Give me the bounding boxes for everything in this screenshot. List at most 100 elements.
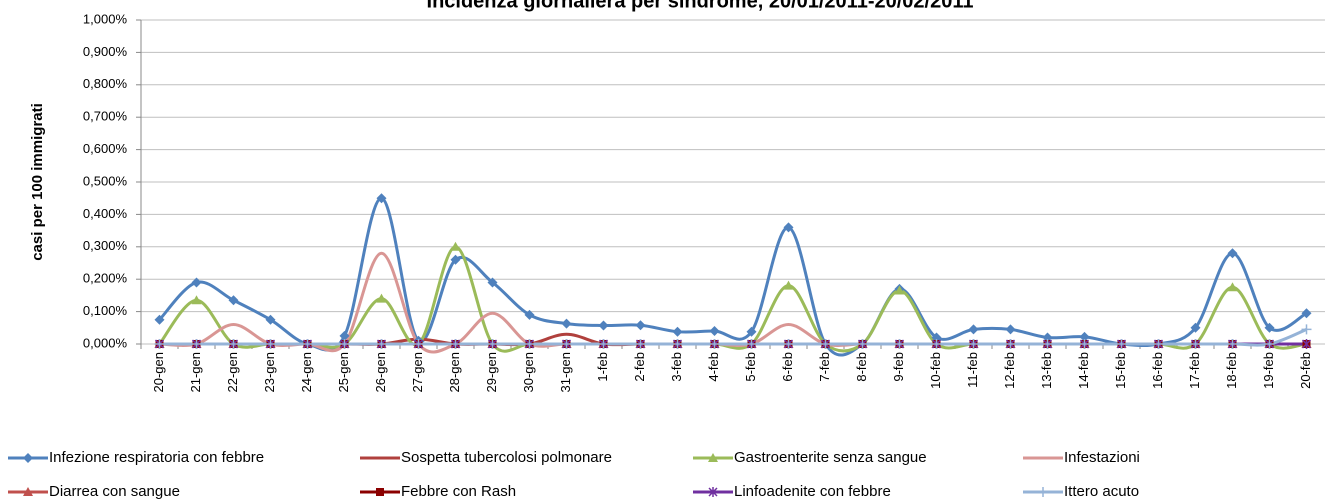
- marker: [450, 241, 461, 251]
- marker: [857, 339, 868, 349]
- legend-label: Febbre con Rash: [401, 483, 516, 500]
- marker: [709, 339, 720, 349]
- x-tick-label: 13-feb: [1039, 352, 1054, 389]
- marker: [154, 314, 165, 325]
- marker: [339, 339, 350, 349]
- marker: [1079, 331, 1090, 342]
- marker: [672, 339, 683, 349]
- x-tick-label: 20-feb: [1298, 352, 1313, 389]
- marker: [1190, 322, 1201, 333]
- marker: [783, 280, 794, 290]
- marker: [820, 339, 831, 349]
- marker: [1190, 339, 1201, 349]
- x-tick-label: 1-feb: [595, 352, 610, 382]
- x-tick-label: 23-gen: [262, 352, 277, 392]
- x-tick-label: 10-feb: [928, 352, 943, 389]
- marker: [191, 339, 202, 349]
- x-tick-label: 25-gen: [336, 352, 351, 392]
- marker: [1038, 487, 1048, 497]
- marker: [265, 314, 276, 325]
- series-line: [158, 245, 1307, 353]
- marker: [302, 339, 313, 349]
- x-tick-label: 26-gen: [373, 352, 388, 392]
- x-tick-label: 6-feb: [780, 352, 795, 382]
- marker: [191, 295, 202, 305]
- y-tick-label: 0,400%: [83, 206, 128, 221]
- marker: [968, 324, 979, 335]
- marker: [1153, 339, 1164, 349]
- marker: [1042, 339, 1053, 349]
- y-tick-label: 0,900%: [83, 44, 128, 59]
- x-tick-label: 29-gen: [484, 352, 499, 392]
- marker: [746, 326, 757, 337]
- legend-label: Diarrea con sangue: [49, 483, 180, 500]
- marker: [228, 295, 239, 306]
- x-tick-label: 4-feb: [706, 352, 721, 382]
- x-tick-label: 27-gen: [410, 352, 425, 392]
- marker: [1227, 282, 1238, 292]
- y-tick-label: 0,500%: [83, 173, 128, 188]
- marker: [635, 320, 646, 331]
- marker: [339, 330, 350, 341]
- y-tick-label: 0,100%: [83, 303, 128, 318]
- marker: [1227, 339, 1238, 349]
- marker: [894, 285, 905, 295]
- marker: [561, 318, 572, 329]
- legend-item: Febbre con Rash: [360, 483, 516, 500]
- marker: [450, 254, 461, 265]
- marker: [968, 339, 979, 349]
- x-tick-label: 15-feb: [1113, 352, 1128, 389]
- legend-label: Gastroenterite senza sangue: [734, 449, 927, 466]
- x-tick-label: 31-gen: [558, 352, 573, 392]
- marker: [561, 339, 572, 349]
- x-tick-label: 30-gen: [521, 352, 536, 392]
- x-tick-label: 3-feb: [669, 352, 684, 382]
- x-tick-label: 12-feb: [1002, 352, 1017, 389]
- marker: [487, 277, 498, 288]
- marker: [154, 339, 165, 349]
- marker: [709, 326, 720, 337]
- x-tick-label: 14-feb: [1076, 352, 1091, 389]
- marker: [598, 339, 609, 349]
- x-tick-label: 20-gen: [151, 352, 166, 392]
- y-tick-label: 0,700%: [83, 109, 128, 124]
- marker: [524, 309, 535, 320]
- marker: [746, 339, 757, 349]
- marker: [376, 339, 387, 349]
- marker: [487, 339, 498, 349]
- legend-label: Infestazioni: [1064, 449, 1140, 466]
- x-tick-label: 24-gen: [299, 352, 314, 392]
- x-tick-label: 8-feb: [854, 352, 869, 382]
- legend-item: Gastroenterite senza sangue: [693, 449, 927, 466]
- x-tick-label: 11-feb: [965, 352, 980, 388]
- y-tick-label: 0,000%: [83, 335, 128, 350]
- marker: [23, 453, 33, 463]
- legend-item: Linfoadenite con febbre: [693, 483, 891, 500]
- marker: [413, 339, 424, 349]
- marker: [1079, 339, 1090, 349]
- marker: [1005, 339, 1016, 349]
- marker: [931, 339, 942, 349]
- x-tick-label: 28-gen: [447, 352, 462, 392]
- marker: [265, 339, 276, 349]
- legend-label: Linfoadenite con febbre: [734, 483, 891, 500]
- marker: [1301, 324, 1312, 335]
- marker: [191, 277, 202, 288]
- x-tick-label: 21-gen: [188, 352, 203, 392]
- marker: [1227, 248, 1238, 259]
- y-tick-label: 0,200%: [83, 271, 128, 286]
- legend-item: Infestazioni: [1023, 449, 1140, 466]
- marker: [708, 453, 718, 462]
- marker: [23, 487, 33, 496]
- marker: [450, 339, 461, 349]
- x-tick-label: 17-feb: [1187, 352, 1202, 389]
- legend-label: Sospetta tubercolosi polmonare: [401, 449, 612, 466]
- marker: [1264, 322, 1275, 333]
- y-tick-label: 0,800%: [83, 76, 128, 91]
- marker: [708, 487, 718, 497]
- series-line: [158, 196, 1308, 357]
- chart-title: Incidenza giornaliera per sindrome, 20/0…: [427, 0, 974, 12]
- marker: [672, 326, 683, 337]
- marker: [1116, 339, 1127, 349]
